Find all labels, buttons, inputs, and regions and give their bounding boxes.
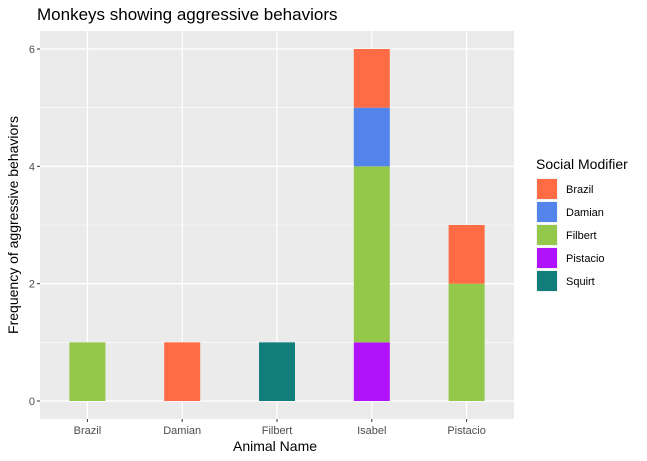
bar-isabel-damian [353,107,390,167]
chart-title: Monkeys showing aggressive behaviors [37,5,338,24]
legend-label-filbert: Filbert [566,230,597,242]
y-tick-label: 6 [29,44,35,56]
legend-key-brazil [537,179,557,199]
legend-items: Brazil Damian Filbert Pistacio Squirt [536,178,605,292]
x-tick-label: Damian [163,425,201,437]
y-axis-ticks: 0 2 4 6 [29,44,40,408]
bar-filbert-squirt [259,342,295,401]
y-tick-label: 0 [29,396,35,408]
x-axis-title: Animal Name [233,438,317,454]
bar-brazil-filbert [69,342,106,401]
legend-key-damian [537,202,557,222]
legend-title: Social Modifier [536,156,628,172]
bar-pistacio-brazil [448,225,485,284]
bar-pistacio-filbert [448,283,485,401]
legend: Social Modifier Brazil Damian Filbert Pista… [536,156,628,292]
bar-isabel-filbert [353,166,390,343]
bar-damian-brazil [164,342,201,401]
legend-key-pistacio [537,248,557,268]
legend-key-filbert [537,225,557,245]
legend-label-damian: Damian [566,207,604,219]
y-tick-label: 2 [29,279,35,291]
x-axis-ticks: Brazil Damian Filbert Isabel Pistacio [74,419,486,437]
legend-label-pistacio: Pistacio [566,253,605,265]
x-tick-label: Pistacio [447,425,486,437]
legend-key-squirt [537,271,557,291]
bar-isabel-brazil [353,49,390,108]
legend-label-squirt: Squirt [566,276,595,288]
y-axis-title: Frequency of aggressive behaviors [5,116,21,334]
x-tick-label: Isabel [357,425,386,437]
legend-label-brazil: Brazil [566,184,594,196]
x-tick-label: Filbert [262,425,293,437]
bar-isabel-pistacio [353,342,390,401]
y-tick-label: 4 [29,161,35,173]
bars [69,49,485,401]
x-tick-label: Brazil [74,425,102,437]
